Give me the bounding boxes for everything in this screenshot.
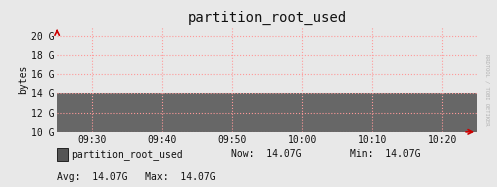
Text: Now:  14.07G: Now: 14.07G bbox=[231, 149, 302, 159]
Title: partition_root_used: partition_root_used bbox=[187, 11, 347, 25]
Text: RRDTOOL / TOBI OETIKER: RRDTOOL / TOBI OETIKER bbox=[485, 54, 490, 125]
Y-axis label: bytes: bytes bbox=[18, 64, 28, 94]
Text: Avg:  14.07G   Max:  14.07G: Avg: 14.07G Max: 14.07G bbox=[57, 172, 216, 182]
Text: partition_root_used: partition_root_used bbox=[71, 149, 183, 160]
Text: Min:  14.07G: Min: 14.07G bbox=[350, 149, 421, 159]
